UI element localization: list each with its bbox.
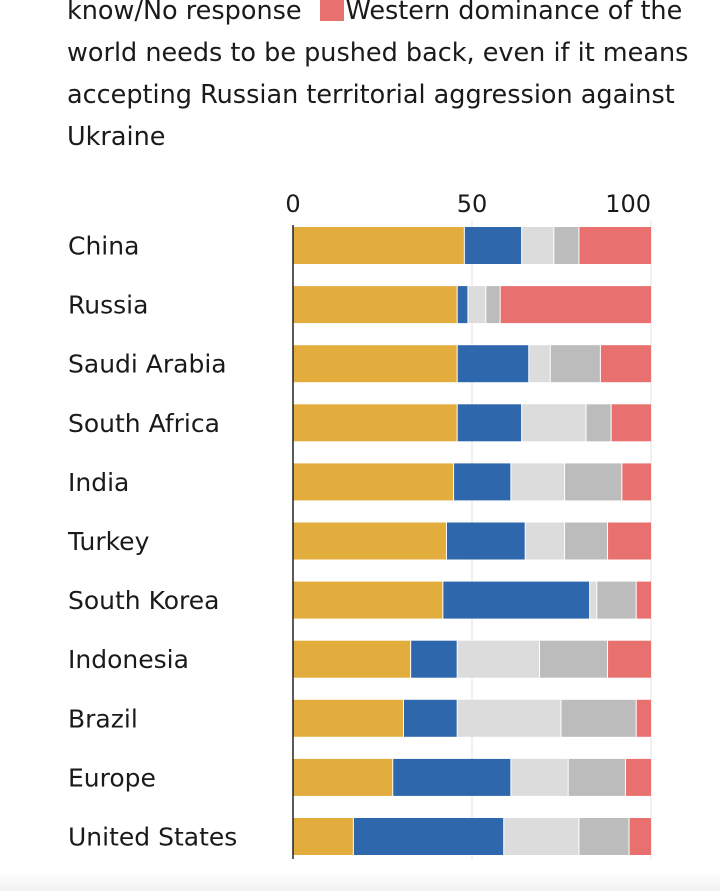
category-label: Europe	[68, 763, 156, 792]
bar-segment	[622, 463, 651, 501]
category-label: Brazil	[68, 704, 138, 733]
category-label: Russia	[68, 291, 148, 320]
bar-segment	[443, 581, 590, 619]
bar-segment	[550, 345, 600, 383]
bar-segment	[525, 522, 565, 560]
bar-segment	[457, 699, 561, 737]
bar-segment	[293, 522, 446, 560]
bottom-fade	[0, 871, 720, 891]
bar-segment	[446, 522, 525, 560]
bar-segment	[293, 699, 403, 737]
bar-segment	[393, 758, 511, 796]
bar-segment	[486, 286, 500, 324]
bar-segment	[353, 818, 504, 855]
bar-segment	[500, 286, 651, 324]
category-label: Turkey	[67, 527, 150, 556]
bar-segment	[608, 640, 651, 678]
category-label: Indonesia	[68, 645, 189, 674]
bar-segment	[293, 404, 457, 442]
category-label: South Africa	[68, 409, 220, 438]
bar-segment	[454, 463, 511, 501]
bar-segment	[511, 758, 568, 796]
bar-segment	[554, 227, 579, 264]
bar-segment	[611, 404, 651, 442]
bar-segment	[579, 227, 651, 264]
bar-segment	[522, 404, 586, 442]
x-tick-label: 50	[457, 190, 488, 218]
bar-segment	[568, 758, 625, 796]
bar-segment	[625, 758, 651, 796]
bar-segment	[590, 581, 597, 619]
x-tick-label: 100	[605, 190, 651, 218]
bar-segment	[293, 227, 464, 264]
bar-segment	[636, 699, 651, 737]
bar-segment	[600, 345, 651, 383]
category-labels: China Russia Saudi Arabia South Africa India…	[67, 232, 237, 852]
bar-segment	[597, 581, 636, 619]
bar-segment	[522, 227, 554, 264]
bar-segment	[293, 640, 411, 678]
bar-segment	[511, 463, 565, 501]
legend: know/No response Western dominance of the…	[67, 0, 707, 158]
bar-segment	[540, 640, 608, 678]
bar-segment	[636, 581, 651, 619]
bar-segment	[293, 463, 454, 501]
bar-segment	[293, 286, 457, 324]
bar-segment	[565, 522, 608, 560]
bar-segment	[457, 286, 468, 324]
bar-segment	[565, 463, 622, 501]
bars	[293, 227, 651, 855]
bar-segment	[403, 699, 457, 737]
bar-segment	[468, 286, 486, 324]
bar-segment	[629, 818, 651, 855]
bar-segment	[529, 345, 550, 383]
bar-segment	[293, 818, 353, 855]
category-label: China	[68, 232, 139, 261]
category-label: United States	[68, 823, 237, 852]
category-label: India	[68, 468, 129, 497]
bar-segment	[457, 404, 522, 442]
bar-segment	[457, 640, 540, 678]
bar-segment	[561, 699, 636, 737]
legend-item-dont-know: know/No response	[67, 0, 302, 26]
legend-swatch-western	[319, 0, 344, 21]
bar-segment	[293, 345, 457, 383]
legend-item-western: Western dominance of the world needs to …	[67, 0, 689, 152]
bar-segment	[293, 758, 393, 796]
category-label: Saudi Arabia	[68, 350, 227, 379]
bar-segment	[504, 818, 579, 855]
bar-segment	[464, 227, 522, 264]
bar-segment	[608, 522, 651, 560]
bar-segment	[457, 345, 529, 383]
category-label: South Korea	[68, 586, 219, 615]
bar-segment	[586, 404, 611, 442]
bar-segment	[411, 640, 457, 678]
bar-segment	[293, 581, 443, 619]
bar-segment	[579, 818, 629, 855]
x-tick-label: 0	[285, 190, 300, 218]
x-tick-labels: 0 50 100	[285, 190, 651, 218]
